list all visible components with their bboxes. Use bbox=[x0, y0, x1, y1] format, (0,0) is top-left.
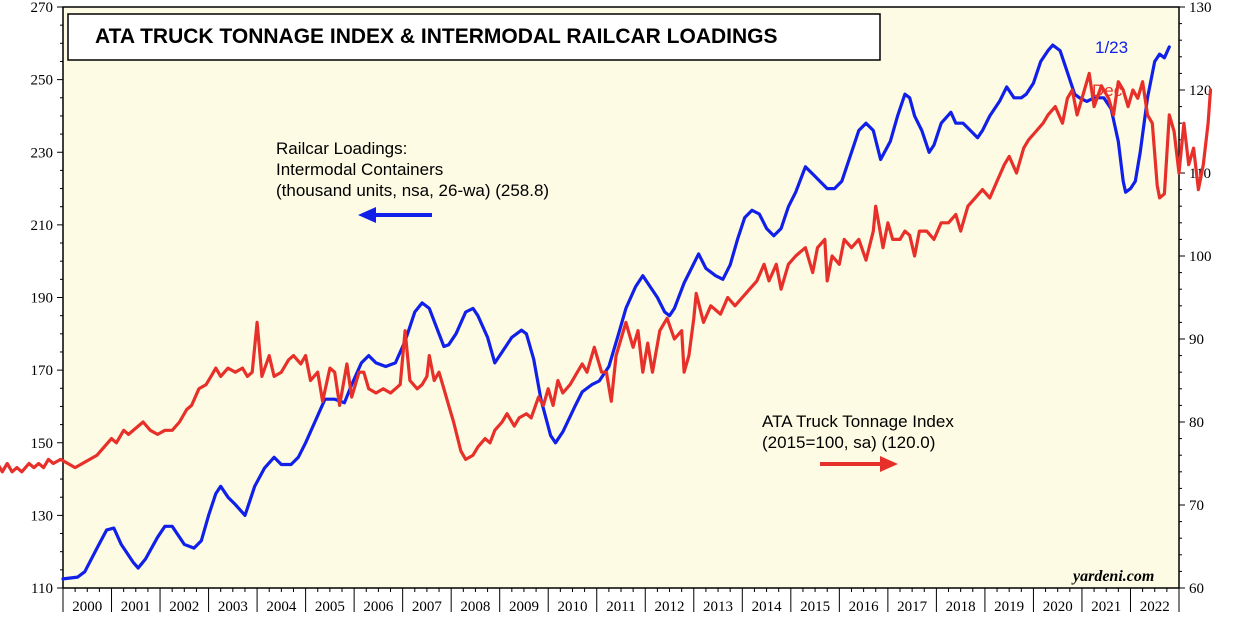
right-tick-label: 70 bbox=[1189, 498, 1204, 514]
left-tick-label: 190 bbox=[31, 291, 54, 307]
truck-legend-line1: ATA Truck Tonnage Index bbox=[762, 412, 954, 431]
truck-legend: ATA Truck Tonnage Index (2015=100, sa) (… bbox=[762, 412, 954, 472]
credit: yardeni.com bbox=[1071, 568, 1154, 585]
x-tick-label: 2009 bbox=[509, 599, 539, 615]
truck-series-line bbox=[0, 71, 1213, 474]
x-tick-label: 2012 bbox=[655, 599, 685, 615]
series-layer bbox=[0, 43, 1213, 581]
left-tick-label: 270 bbox=[31, 0, 54, 16]
left-tick-label: 210 bbox=[31, 218, 54, 234]
x-tick-label: 2021 bbox=[1091, 599, 1121, 615]
right-tick-label: 80 bbox=[1189, 415, 1204, 431]
railcar-legend-line1: Railcar Loadings: bbox=[276, 139, 407, 158]
x-tick-label: 2006 bbox=[363, 599, 394, 615]
x-tick-label: 2016 bbox=[849, 599, 880, 615]
x-tick-label: 2010 bbox=[557, 599, 587, 615]
right-tick-label: 100 bbox=[1189, 249, 1212, 265]
x-tick-label: 2003 bbox=[218, 599, 248, 615]
railcar-series-line bbox=[61, 43, 1171, 581]
x-tick-label: 2014 bbox=[752, 599, 783, 615]
right-tick-label: 130 bbox=[1189, 0, 1212, 16]
railcar-legend: Railcar Loadings: Intermodal Containers … bbox=[276, 139, 549, 223]
left-axis: 110 130 150 170 190 210 230 250 270 bbox=[31, 0, 63, 597]
x-tick-label: 2001 bbox=[121, 599, 151, 615]
x-tick-label: 2005 bbox=[315, 599, 345, 615]
x-tick-label: 2022 bbox=[1140, 599, 1170, 615]
right-tick-label: 60 bbox=[1189, 581, 1204, 597]
x-tick-label: 2017 bbox=[897, 599, 928, 615]
chart-title-box: ATA TRUCK TONNAGE INDEX & INTERMODAL RAI… bbox=[67, 13, 881, 61]
left-tick-label: 230 bbox=[31, 145, 54, 161]
right-tick-label: 90 bbox=[1189, 332, 1204, 348]
railcar-legend-line3: (thousand units, nsa, 26-wa) (258.8) bbox=[276, 181, 549, 200]
left-tick-label: 150 bbox=[31, 436, 54, 452]
left-tick-label: 250 bbox=[31, 73, 54, 89]
x-tick-label: 2002 bbox=[169, 599, 199, 615]
x-tick-label: 2015 bbox=[800, 599, 830, 615]
x-tick-label: 2019 bbox=[994, 599, 1024, 615]
x-tick-label: 2008 bbox=[460, 599, 490, 615]
chart-title: ATA TRUCK TONNAGE INDEX & INTERMODAL RAI… bbox=[95, 25, 778, 48]
truck-end-label: Dec bbox=[1092, 81, 1123, 100]
x-tick-label: 2007 bbox=[412, 599, 443, 615]
right-tick-label: 120 bbox=[1189, 83, 1212, 99]
x-tick-label: 2013 bbox=[703, 599, 733, 615]
left-tick-label: 130 bbox=[31, 508, 54, 524]
left-arrow-icon bbox=[358, 207, 432, 223]
x-tick-label: 2000 bbox=[72, 599, 102, 615]
x-tick-label: 2004 bbox=[266, 599, 297, 615]
right-arrow-icon bbox=[820, 456, 898, 472]
railcar-end-label: 1/23 bbox=[1095, 38, 1128, 57]
left-tick-label: 170 bbox=[31, 363, 54, 379]
plot-background bbox=[62, 6, 1180, 589]
left-tick-label: 110 bbox=[31, 581, 53, 597]
x-tick-label: 2011 bbox=[606, 599, 635, 615]
x-tick-label: 2020 bbox=[1043, 599, 1073, 615]
truck-legend-line2: (2015=100, sa) (120.0) bbox=[762, 433, 935, 452]
x-axis: 2000 2001 2002 2003 2004 2005 2006 2007 2008 2009… bbox=[62, 588, 1180, 615]
railcar-legend-line2: Intermodal Containers bbox=[276, 160, 443, 179]
x-tick-label: 2018 bbox=[946, 599, 976, 615]
